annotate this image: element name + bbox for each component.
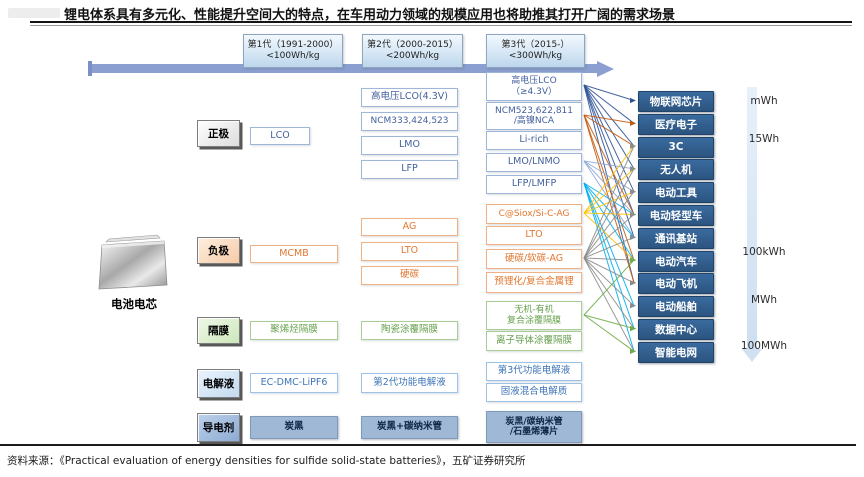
material-box-separator: 聚烯烃隔膜 <box>250 321 338 340</box>
material-box-electrolyte: 第2代功能电解液 <box>361 373 458 393</box>
material-box-cathode: LFP <box>361 160 458 179</box>
generation-header-1: 第1代（1991-2000） <100Wh/kg <box>243 34 343 68</box>
material-box-anode: C@Siox/Si-C-AG <box>486 204 582 224</box>
material-box-cathode: NCM333,424,523 <box>361 112 458 131</box>
scale-label: 100MWh <box>740 340 788 352</box>
page-title: 锂电体系具有多元化、性能提升空间大的特点，在车用动力领域的规模应用也将助推其打开… <box>64 8 676 23</box>
category-separator: 隔膜 <box>197 317 240 344</box>
app-box-7: 通讯基站 <box>638 227 714 249</box>
app-box-9: 电动飞机 <box>638 273 714 295</box>
material-box-cathode: LMO <box>361 136 458 155</box>
app-box-10: 电动船舶 <box>638 296 714 318</box>
material-box-electrolyte: EC-DMC-LiPF6 <box>250 373 338 393</box>
material-box-anode: LTO <box>486 226 582 245</box>
material-box-cathode: NCM523,622,811 /高镍NCA <box>486 102 582 130</box>
generation-header-text: <100Wh/kg <box>266 51 320 61</box>
title-divider <box>30 21 852 26</box>
source-note: 资料来源：《Practical evaluation of energy den… <box>7 455 526 467</box>
generation-header-text: <200Wh/kg <box>385 51 440 61</box>
app-box-11: 数据中心 <box>638 319 714 340</box>
material-box-cathode: Li-rich <box>486 131 582 150</box>
material-box-conductive: 炭黑/碳纳米管 /石墨烯薄片 <box>486 411 582 443</box>
material-box-cathode: LFP/LMFP <box>486 175 582 194</box>
energy-scale-arrow-head <box>742 349 762 362</box>
material-box-separator: 无机-有机 复合涂覆隔膜 <box>486 301 582 330</box>
generation-header-text: 第1代（1991-2000） <box>247 39 339 50</box>
app-box-1: 物联网芯片 <box>638 91 714 112</box>
category-conductive: 导电剂 <box>197 413 240 442</box>
scale-label: 15Wh <box>748 133 780 145</box>
app-box-8: 电动汽车 <box>638 250 714 272</box>
energy-scale-arrow <box>747 87 757 350</box>
generation-header-3: 第3代（2015-） <300Wh/kg <box>486 34 585 68</box>
material-box-anode: LTO <box>361 242 458 261</box>
material-box-cathode: LCO <box>250 127 310 145</box>
material-box-anode: 硬碳 <box>361 266 458 285</box>
app-box-6: 电动轻型车 <box>638 205 714 226</box>
material-box-conductive: 炭黑 <box>250 416 338 439</box>
battery-cell-label: 电池电芯 <box>111 297 157 311</box>
material-box-electrolyte: 第3代功能电解液 <box>486 362 582 381</box>
material-box-electrolyte: 固液混合电解质 <box>486 383 582 402</box>
generation-header-text: 第2代（2000-2015） <box>367 39 458 50</box>
timeline-arrow <box>92 64 597 73</box>
bottom-divider <box>0 444 856 446</box>
material-box-separator: 陶瓷涂覆隔膜 <box>361 321 458 340</box>
battery-cell-image <box>98 234 168 290</box>
material-box-separator: 离子导体涂覆隔膜 <box>486 331 582 351</box>
app-box-3: 3C <box>638 136 714 158</box>
scale-label: MWh <box>750 294 778 306</box>
app-box-12: 智能电网 <box>638 341 714 363</box>
material-box-cathode: 高电压LCO(4.3V) <box>361 88 458 107</box>
material-box-anode: 硬碳/软碳-AG <box>486 249 582 269</box>
category-cathode: 正极 <box>197 120 240 147</box>
category-anode: 负极 <box>197 237 240 264</box>
generation-header-2: 第2代（2000-2015） <200Wh/kg <box>362 34 463 68</box>
material-box-anode: 预锂化/复合金属锂 <box>486 272 582 293</box>
category-electrolyte: 电解液 <box>197 369 240 398</box>
material-box-anode: MCMB <box>250 245 338 263</box>
material-box-cathode: 高电压LCO （≥4.3V） <box>486 72 582 101</box>
app-box-2: 医疗电子 <box>638 113 714 135</box>
scale-label: 100kWh <box>742 246 786 258</box>
scale-label: mWh <box>750 95 778 107</box>
app-box-4: 无人机 <box>638 159 714 181</box>
material-box-anode: AG <box>361 218 458 236</box>
app-box-5: 电动工具 <box>638 182 714 204</box>
generation-header-text: 第3代（2015-） <box>501 39 570 50</box>
timeline-arrow-tail <box>88 61 92 76</box>
material-box-cathode: LMO/LNMO <box>486 153 582 172</box>
faded-corner-mark <box>8 8 60 18</box>
timeline-arrow-head <box>597 60 614 77</box>
generation-header-text: <300Wh/kg <box>508 51 563 61</box>
material-box-conductive: 炭黑+碳纳米管 <box>361 416 458 439</box>
